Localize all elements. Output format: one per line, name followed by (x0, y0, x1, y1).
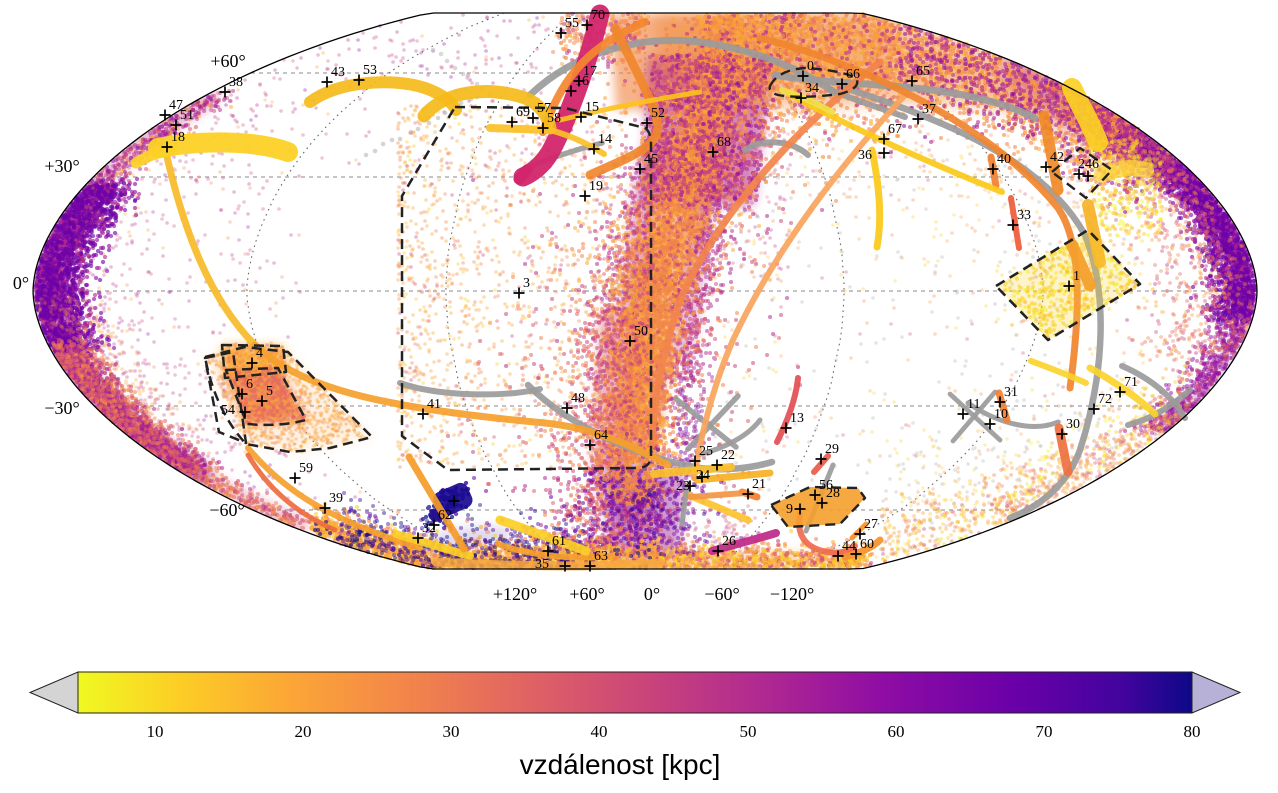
svg-text:52: 52 (651, 106, 665, 121)
svg-text:10: 10 (994, 407, 1008, 422)
svg-text:67: 67 (888, 122, 902, 137)
svg-text:32: 32 (422, 521, 436, 536)
svg-text:−60°: −60° (704, 584, 739, 604)
svg-text:42: 42 (1050, 150, 1064, 165)
svg-text:70: 70 (1036, 722, 1053, 741)
svg-text:50: 50 (740, 722, 757, 741)
svg-text:+30°: +30° (44, 156, 79, 176)
svg-text:48: 48 (571, 391, 585, 406)
svg-text:11: 11 (967, 397, 980, 412)
svg-text:37: 37 (922, 102, 936, 117)
svg-text:44: 44 (842, 539, 856, 554)
svg-text:−60°: −60° (209, 500, 244, 520)
svg-text:0: 0 (807, 59, 814, 74)
svg-text:51: 51 (180, 108, 194, 123)
svg-text:17: 17 (583, 64, 597, 79)
svg-text:30: 30 (443, 722, 460, 741)
svg-text:59: 59 (299, 461, 313, 476)
svg-text:56: 56 (819, 478, 833, 493)
svg-text:36: 36 (858, 148, 872, 163)
svg-text:31: 31 (1004, 385, 1018, 400)
svg-text:34: 34 (805, 81, 819, 96)
svg-text:58: 58 (547, 111, 561, 126)
svg-text:246: 246 (1078, 157, 1099, 172)
svg-text:22: 22 (721, 448, 735, 463)
svg-text:18: 18 (171, 130, 185, 145)
svg-text:21: 21 (752, 477, 766, 492)
svg-text:25: 25 (699, 444, 713, 459)
svg-text:35: 35 (535, 557, 549, 572)
svg-text:80: 80 (1184, 722, 1201, 741)
svg-text:39: 39 (329, 491, 343, 506)
svg-text:vzdálenost [kpc]: vzdálenost [kpc] (520, 749, 721, 780)
svg-text:28: 28 (826, 486, 840, 501)
svg-text:66: 66 (846, 67, 860, 82)
svg-text:26: 26 (722, 534, 736, 549)
svg-text:60: 60 (860, 537, 874, 552)
svg-text:9: 9 (786, 502, 793, 517)
svg-text:0°: 0° (644, 584, 660, 604)
svg-text:69: 69 (516, 105, 530, 120)
svg-text:29: 29 (825, 442, 839, 457)
svg-text:45: 45 (644, 152, 658, 167)
svg-text:30: 30 (1066, 417, 1080, 432)
svg-text:40: 40 (997, 152, 1011, 167)
svg-text:71: 71 (1124, 375, 1138, 390)
svg-text:+60°: +60° (210, 51, 245, 71)
svg-text:33: 33 (1017, 208, 1031, 223)
svg-text:41: 41 (427, 397, 441, 412)
svg-text:50: 50 (634, 324, 648, 339)
svg-text:65: 65 (916, 64, 930, 79)
svg-text:54: 54 (221, 403, 235, 418)
svg-text:68: 68 (717, 135, 731, 150)
svg-text:27: 27 (864, 517, 878, 532)
svg-text:10: 10 (147, 722, 164, 741)
svg-text:40: 40 (591, 722, 608, 741)
svg-text:63: 63 (594, 549, 608, 564)
svg-text:15: 15 (585, 100, 599, 115)
svg-text:61: 61 (552, 534, 566, 549)
svg-text:72: 72 (1098, 392, 1112, 407)
svg-text:13: 13 (790, 411, 804, 426)
svg-text:−30°: −30° (44, 398, 79, 418)
svg-text:+60°: +60° (569, 584, 604, 604)
svg-text:70: 70 (591, 8, 605, 23)
svg-text:20: 20 (295, 722, 312, 741)
svg-text:6: 6 (246, 377, 253, 392)
svg-text:60: 60 (888, 722, 905, 741)
svg-text:43: 43 (331, 65, 345, 80)
svg-text:0°: 0° (13, 273, 29, 293)
svg-text:57: 57 (537, 101, 551, 116)
svg-text:24: 24 (696, 468, 710, 483)
svg-text:5: 5 (266, 384, 273, 399)
svg-text:−120°: −120° (770, 584, 814, 604)
svg-text:53: 53 (363, 63, 377, 78)
svg-text:+120°: +120° (493, 584, 537, 604)
svg-text:4: 4 (256, 346, 263, 361)
svg-text:23: 23 (676, 479, 690, 494)
svg-text:1: 1 (1073, 269, 1080, 284)
svg-text:14: 14 (598, 132, 612, 147)
svg-text:3: 3 (523, 276, 530, 291)
svg-text:16: 16 (575, 74, 589, 89)
svg-text:47: 47 (169, 98, 183, 113)
svg-text:55: 55 (565, 16, 579, 31)
svg-text:64: 64 (594, 428, 608, 443)
svg-text:19: 19 (589, 179, 603, 194)
svg-text:62: 62 (438, 508, 452, 523)
